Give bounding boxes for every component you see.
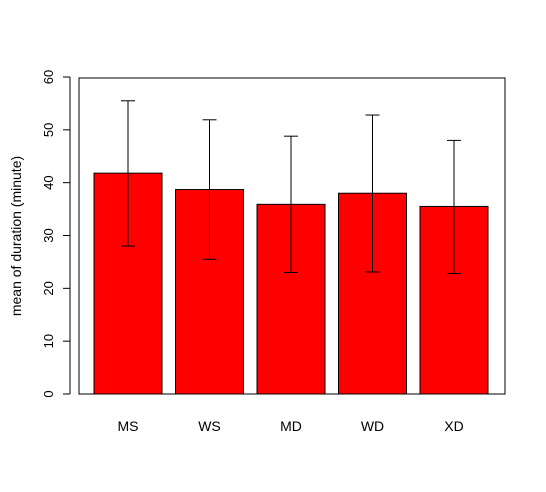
y-tick-label-60: 60 <box>41 70 56 84</box>
y-axis: 0 10 20 30 40 50 60 <box>41 70 71 398</box>
x-tick-label-xd: XD <box>444 418 463 434</box>
error-bar-ms <box>121 100 135 247</box>
x-tick-label-md: MD <box>280 418 302 434</box>
error-bar-wd <box>365 114 380 273</box>
error-bar-ws <box>202 119 217 260</box>
y-tick-label-50: 50 <box>41 123 56 137</box>
y-tick-label-40: 40 <box>41 175 56 189</box>
y-tick-label-30: 30 <box>41 228 56 242</box>
error-bars-group <box>121 100 461 275</box>
y-tick-label-20: 20 <box>41 281 56 295</box>
y-tick-label-10: 10 <box>41 334 56 348</box>
error-bar-md <box>284 135 298 273</box>
x-tick-label-ws: WS <box>198 418 221 434</box>
x-tick-label-ms: MS <box>118 418 139 434</box>
y-tick-label-0: 0 <box>41 390 56 397</box>
x-axis-labels: MS WS MD WD XD <box>118 418 464 434</box>
bar-xd <box>419 205 489 395</box>
x-tick-label-wd: WD <box>361 418 384 434</box>
y-axis-label: mean of duration (minute) <box>8 156 24 316</box>
error-bar-xd <box>447 139 461 275</box>
